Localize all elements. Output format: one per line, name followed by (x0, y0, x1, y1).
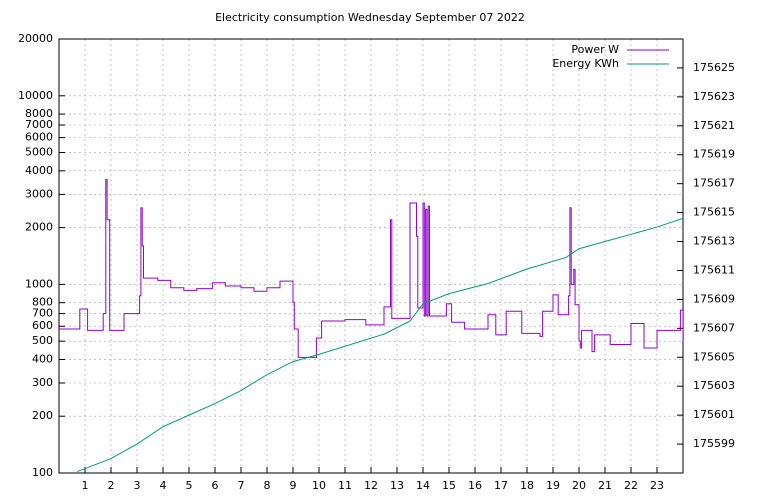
x-tick-label: 23 (650, 479, 664, 492)
x-tick-label: 7 (238, 479, 245, 492)
series-line (59, 178, 683, 358)
chart-title: Electricity consumption Wednesday Septem… (215, 11, 525, 24)
y-tick-label: 7000 (25, 118, 53, 131)
x-tick-label: 19 (546, 479, 560, 492)
x-tick-label: 8 (264, 479, 271, 492)
x-tick-label: 12 (364, 479, 378, 492)
x-tick-label: 16 (468, 479, 482, 492)
y2-tick-label: 175619 (693, 148, 735, 161)
y2-tick-label: 175613 (693, 235, 735, 248)
x-tick-label: 4 (160, 479, 167, 492)
y2-tick-label: 175599 (693, 437, 735, 450)
y-tick-label: 8000 (25, 107, 53, 120)
y2-tick-label: 175625 (693, 61, 735, 74)
y-tick-label: 700 (32, 307, 53, 320)
legend-label: Power W (571, 43, 619, 56)
y-tick-label: 400 (32, 352, 53, 365)
x-tick-label: 3 (134, 479, 141, 492)
x-tick-label: 14 (416, 479, 430, 492)
x-tick-label: 5 (186, 479, 193, 492)
legend-label: Energy KWh (552, 57, 619, 70)
y-tick-label: 100 (32, 466, 53, 479)
y-tick-label: 20000 (18, 32, 53, 45)
y-tick-label: 4000 (25, 164, 53, 177)
y2-tick-label: 175615 (693, 206, 735, 219)
y2-tick-label: 175609 (693, 292, 735, 305)
y2-tick-label: 175611 (693, 263, 735, 276)
x-tick-label: 10 (312, 479, 326, 492)
x-tick-label: 2 (108, 479, 115, 492)
y2-tick-label: 175607 (693, 321, 735, 334)
y2-tick-label: 175601 (693, 408, 735, 421)
y-tick-label: 3000 (25, 187, 53, 200)
y-tick-label: 800 (32, 296, 53, 309)
x-tick-label: 9 (290, 479, 297, 492)
x-tick-label: 20 (572, 479, 586, 492)
x-tick-label: 6 (212, 479, 219, 492)
y-tick-label: 300 (32, 376, 53, 389)
y2-tick-label: 175621 (693, 119, 735, 132)
y-tick-label: 200 (32, 409, 53, 422)
x-tick-label: 13 (390, 479, 404, 492)
y-tick-label: 5000 (25, 146, 53, 159)
y-tick-label: 6000 (25, 131, 53, 144)
x-tick-label: 1 (82, 479, 89, 492)
y2-tick-label: 175617 (693, 177, 735, 190)
y-tick-label: 600 (32, 319, 53, 332)
plot-frame (58, 38, 684, 474)
x-tick-label: 21 (598, 479, 612, 492)
series-line (77, 217, 683, 473)
x-tick-label: 17 (494, 479, 508, 492)
y-tick-label: 10000 (18, 89, 53, 102)
y2-tick-label: 175623 (693, 90, 735, 103)
y2-tick-label: 175605 (693, 350, 735, 363)
y-tick-label: 2000 (25, 221, 53, 234)
y2-tick-label: 175603 (693, 379, 735, 392)
x-tick-label: 15 (442, 479, 456, 492)
plot-area (59, 178, 683, 473)
x-tick-label: 11 (338, 479, 352, 492)
x-tick-label: 18 (520, 479, 534, 492)
y-tick-label: 500 (32, 334, 53, 347)
x-tick-label: 22 (624, 479, 638, 492)
y-tick-label: 1000 (25, 277, 53, 290)
